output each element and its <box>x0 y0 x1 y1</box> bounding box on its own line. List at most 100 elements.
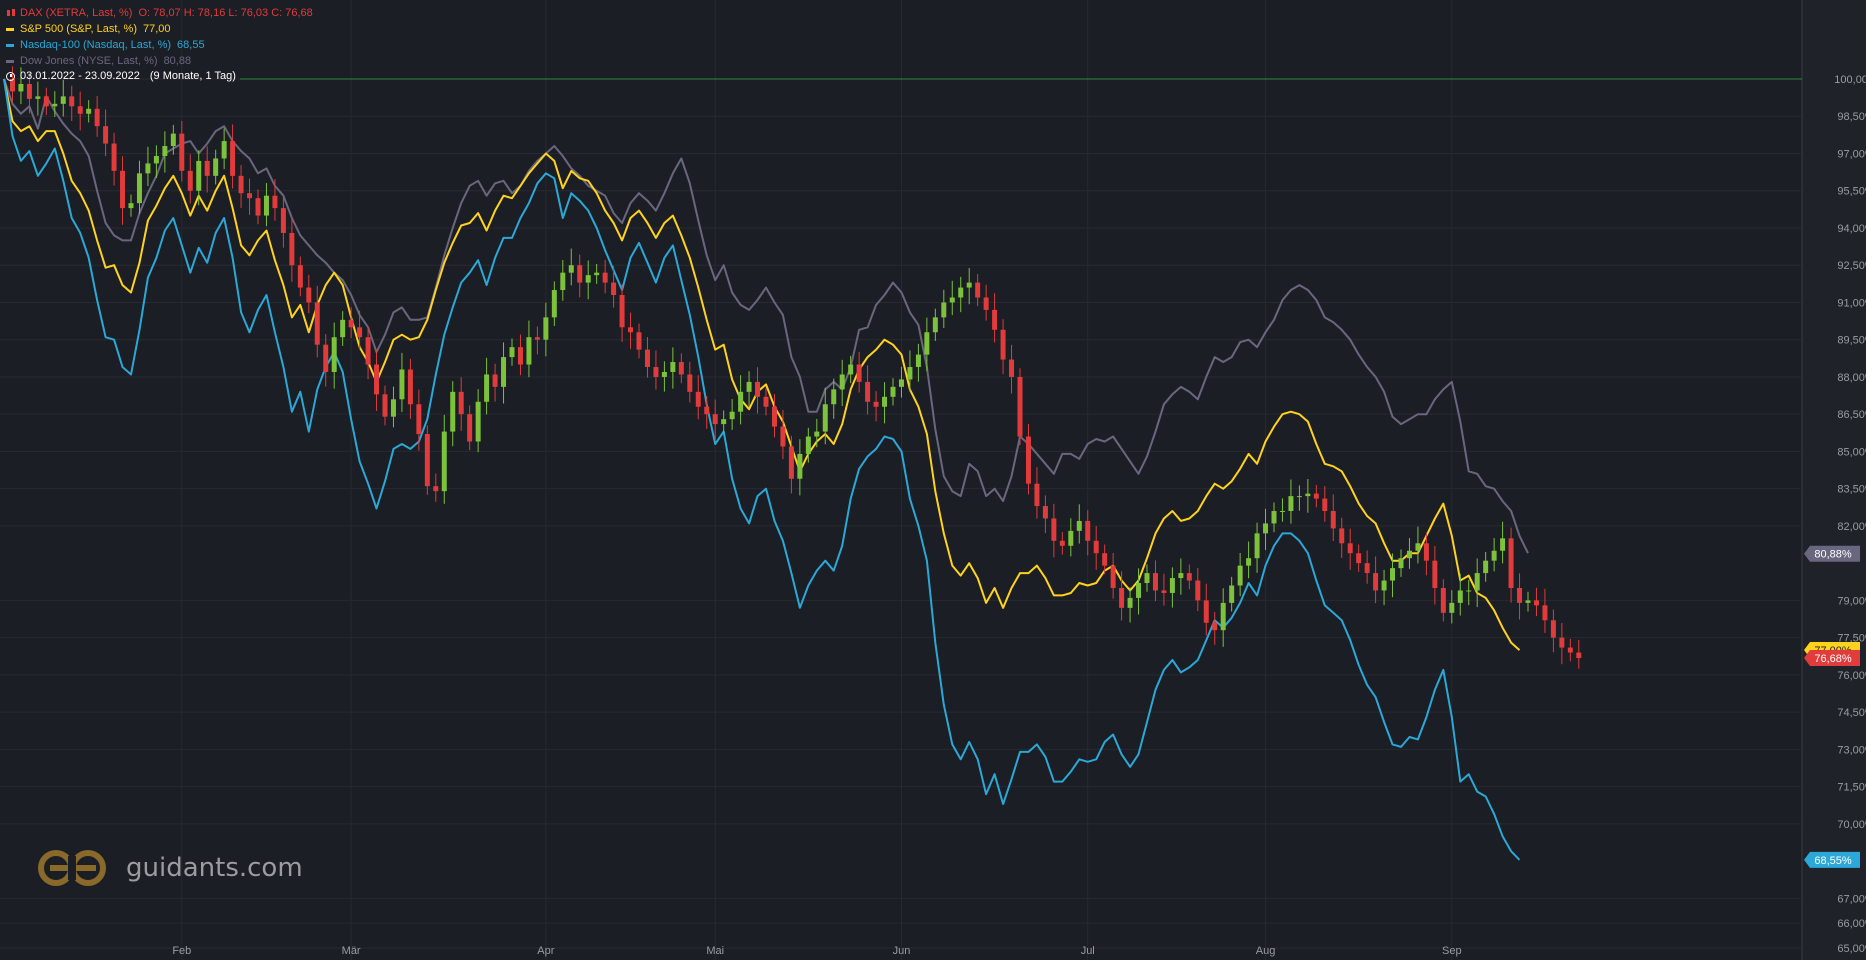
x-tick-label: Sep <box>1442 945 1462 957</box>
x-tick-label: Mai <box>706 945 724 957</box>
candle-body <box>611 282 617 296</box>
y-tick-label: 91,00% <box>1837 297 1866 309</box>
candle-body <box>780 426 786 447</box>
candle-body <box>1093 540 1099 554</box>
candle-body <box>653 367 659 377</box>
candle-body <box>1152 573 1158 591</box>
candle-body <box>94 108 100 127</box>
candle-body <box>738 391 744 412</box>
candle-body <box>187 170 193 191</box>
x-tick-label: Jul <box>1081 945 1095 957</box>
y-tick-label: 83,50% <box>1837 484 1866 496</box>
y-tick-label: 70,00% <box>1837 819 1866 831</box>
candle-body <box>1491 550 1497 561</box>
candle-body <box>1356 553 1362 564</box>
candle-body <box>1102 553 1108 566</box>
last-value-label: 76,68% <box>1804 650 1860 667</box>
candle-body <box>1296 496 1302 498</box>
candle-body <box>788 446 794 479</box>
candle-body <box>1567 647 1573 653</box>
candle-body <box>1220 602 1226 631</box>
legend-sp500[interactable]: S&P 500 (S&P, Last, %) 77,00 <box>6 21 313 37</box>
legend-sp500-label: S&P 500 (S&P, Last, %) <box>20 23 137 35</box>
y-tick-label: 94,00% <box>1837 223 1866 235</box>
candle-body <box>983 297 989 310</box>
y-tick-label: 76,00% <box>1837 670 1866 682</box>
candle-body <box>272 195 278 209</box>
line-swatch-icon <box>6 43 14 47</box>
line-swatch-icon <box>6 59 14 63</box>
candle-body <box>865 381 871 402</box>
candle-body <box>1025 436 1031 484</box>
candle-body <box>543 317 549 340</box>
candle-body <box>1059 540 1065 546</box>
legend-dow[interactable]: Dow Jones (NYSE, Last, %) 80,88 <box>6 53 313 69</box>
candle-body <box>551 290 557 318</box>
last-value-badge <box>1804 545 1860 562</box>
candle-body <box>534 337 540 340</box>
candle-body <box>314 302 320 345</box>
candle-body <box>179 133 185 171</box>
line-swatch-icon <box>6 27 14 31</box>
date-range[interactable]: 03.01.2022 - 23.09.2022 (9 Monate, 1 Tag… <box>6 70 236 82</box>
candle-body <box>1068 530 1074 546</box>
date-range-text: 03.01.2022 - 23.09.2022 <box>20 70 140 82</box>
x-tick-label: Apr <box>537 945 554 957</box>
candle-body <box>746 381 752 392</box>
candle-body <box>1500 538 1506 551</box>
candle-body <box>450 391 456 432</box>
candle-body <box>26 83 32 99</box>
y-tick-label: 95,50% <box>1837 186 1866 198</box>
x-tick-label: Jun <box>893 945 911 957</box>
candle-body <box>501 357 507 387</box>
legend-dax[interactable]: DAX (XETRA, Last, %) O: 78,07 H: 78,16 L… <box>6 5 313 21</box>
guidants-logo-text: guidants.com <box>126 853 303 883</box>
candle-body <box>526 337 532 365</box>
candle-body <box>1449 602 1455 613</box>
candle-body <box>153 155 159 164</box>
candle-body <box>111 143 117 171</box>
y-tick-label: 98,50% <box>1837 111 1866 123</box>
candle-body <box>247 193 253 199</box>
candle-body <box>628 327 634 333</box>
candle-body <box>1525 600 1531 603</box>
legend-sp500-value: 77,00 <box>143 23 171 35</box>
candle-body <box>695 391 701 407</box>
legend-nasdaq-label: Nasdaq-100 (Nasdaq, Last, %) <box>20 39 172 51</box>
candle-body <box>1017 376 1023 437</box>
candle-body <box>1483 560 1489 574</box>
candle-body <box>1085 520 1091 541</box>
candle-body <box>1550 620 1556 638</box>
clock-icon <box>6 71 15 81</box>
candle-body <box>966 282 972 288</box>
y-tick-label: 88,00% <box>1837 372 1866 384</box>
candle-body <box>687 374 693 392</box>
guidants-logo-icon <box>38 850 106 886</box>
candle-body <box>263 195 269 216</box>
candle-body <box>1508 538 1514 588</box>
candle-body <box>77 106 83 114</box>
candle-body <box>755 381 761 397</box>
candle-body <box>1432 560 1438 588</box>
candle-body <box>661 371 667 377</box>
x-tick-label: Aug <box>1256 945 1276 957</box>
candle-body <box>915 354 921 368</box>
candle-body <box>441 431 447 492</box>
candle-body <box>644 349 650 368</box>
candle-body <box>1246 558 1252 566</box>
candle-body <box>484 374 490 402</box>
legend-nasdaq[interactable]: Nasdaq-100 (Nasdaq, Last, %) 68,55 <box>6 37 313 53</box>
series-line-s-p-500 <box>3 78 1521 651</box>
candle-body <box>949 297 955 303</box>
candle-body <box>238 175 244 194</box>
candle-body <box>1466 590 1472 592</box>
date-range-period: (9 Monate, 1 Tag) <box>149 70 236 82</box>
candle-body <box>467 414 473 442</box>
y-tick-label: 65,00% <box>1837 943 1866 955</box>
candle-body <box>9 79 15 92</box>
candle-body <box>1110 565 1116 588</box>
candle-body <box>433 486 439 492</box>
candle-body <box>814 431 820 437</box>
candle-body <box>213 158 219 176</box>
y-tick-label: 92,50% <box>1837 260 1866 272</box>
